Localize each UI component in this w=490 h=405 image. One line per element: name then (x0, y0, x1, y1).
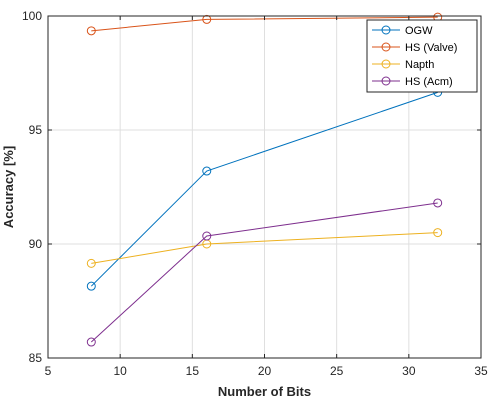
data-point-ogw (202, 166, 212, 176)
x-tick-label: 35 (474, 364, 488, 378)
y-tick-label: 90 (29, 237, 43, 251)
data-point-ogw (86, 281, 96, 291)
x-tick-label: 20 (258, 364, 272, 378)
data-point-hs-valve (202, 14, 212, 24)
data-point-hs-acm (202, 231, 212, 241)
series-line-hs-acm (90, 202, 438, 343)
y-axis-label: Accuracy [%] (1, 146, 16, 228)
x-tick-label: 5 (45, 364, 52, 378)
x-tick-label: 30 (402, 364, 416, 378)
legend-swatch-marker (381, 59, 391, 69)
legend-label: HS (Valve) (405, 42, 457, 54)
legend-item-hs-valve: HS (Valve) (372, 42, 457, 54)
data-point-hs-acm (86, 337, 96, 347)
legend-swatch-marker (381, 76, 391, 86)
x-tick-label: 25 (330, 364, 344, 378)
y-tick-label: 100 (22, 9, 42, 23)
series-line-ogw (90, 91, 438, 287)
legend-label: OGW (405, 25, 433, 37)
ticks: 5 10 15 20 25 30 35 85 90 95 100 (22, 9, 488, 378)
legend-label: HS (Acm) (405, 76, 453, 88)
legend-item-hs-acm: HS (Acm) (372, 76, 453, 88)
series-line-napth (91, 232, 438, 264)
data-point-napth (433, 228, 443, 238)
legend-swatch-marker (381, 42, 391, 52)
series-hs-acm (86, 198, 443, 347)
x-tick-label: 15 (186, 364, 200, 378)
legend-box (366, 19, 478, 93)
data-point-hs-acm (433, 198, 443, 208)
legend-item-ogw: OGW (372, 25, 433, 37)
legend: OGW HS (Valve) Napth HS (Acm) (366, 19, 478, 93)
series-line-hs-valve (91, 16, 438, 32)
x-axis-label: Number of Bits (218, 384, 311, 399)
y-tick-label: 85 (29, 351, 43, 365)
legend-swatch-marker (381, 25, 391, 35)
legend-item-napth: Napth (372, 59, 434, 71)
grid (48, 16, 481, 358)
data-point-hs-valve (86, 26, 96, 36)
series-hs-valve (86, 12, 443, 36)
data-point-napth (86, 258, 96, 268)
y-tick-label: 95 (29, 123, 43, 137)
x-tick-label: 10 (113, 364, 127, 378)
legend-label: Napth (405, 59, 434, 71)
